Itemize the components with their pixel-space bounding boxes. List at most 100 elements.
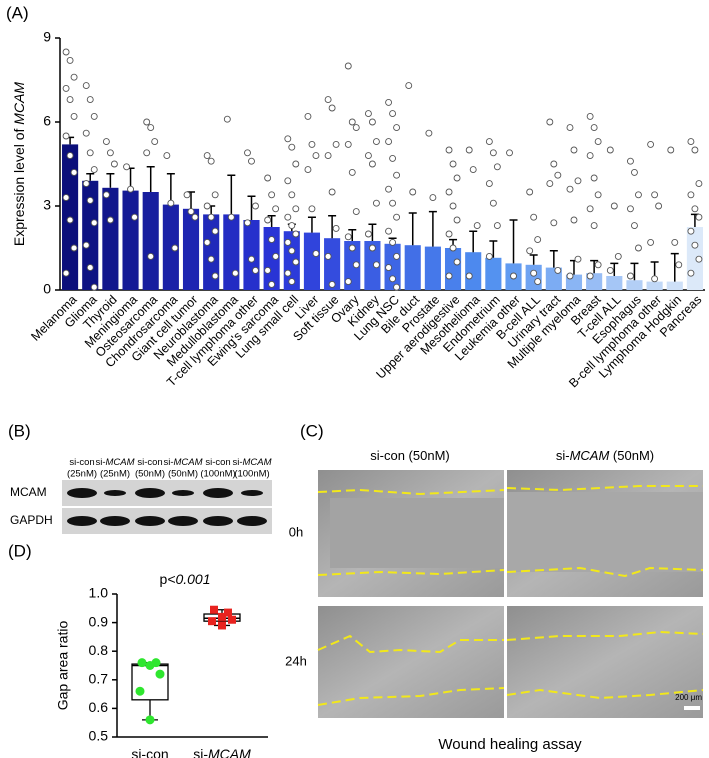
data-point (228, 615, 236, 624)
column-label-part: si- (556, 448, 570, 463)
error-bar (509, 219, 518, 264)
data-point (66, 96, 74, 104)
data-point (110, 160, 118, 168)
data-point (187, 208, 195, 216)
data-point (691, 146, 699, 154)
error-bar (106, 173, 115, 188)
data-point (268, 236, 276, 244)
data-point (324, 96, 332, 104)
data-point (82, 82, 90, 90)
lane-label-part: MCAM (106, 457, 135, 468)
error-bar (610, 262, 619, 276)
data-point (445, 188, 453, 196)
band (241, 490, 263, 496)
bar (122, 190, 139, 290)
data-point (231, 269, 239, 277)
data-point (70, 73, 78, 81)
data-point (352, 208, 360, 216)
error-bar (428, 210, 437, 247)
data-point (143, 149, 151, 157)
data-point (667, 146, 675, 154)
lane-label-part: si-con (137, 457, 162, 468)
bar (364, 241, 381, 290)
data-point (526, 247, 534, 255)
lane-conc: (100nM) (200, 469, 235, 480)
data-point (332, 224, 340, 232)
data-point (102, 191, 110, 199)
data-point (284, 238, 292, 246)
data-point (252, 266, 259, 274)
data-point (82, 129, 90, 137)
data-point (364, 152, 372, 160)
data-point (70, 168, 78, 176)
data-point (244, 219, 251, 227)
data-point (506, 149, 513, 157)
data-point (368, 244, 376, 252)
data-point (651, 191, 659, 199)
data-point (393, 252, 401, 260)
data-point (304, 112, 312, 120)
data-point (62, 132, 70, 140)
data-point (389, 275, 397, 283)
data-point (151, 138, 159, 146)
data-point (449, 160, 457, 168)
column-label: si-con (50nM) (370, 448, 449, 463)
lane-conc: (25nM) (100, 469, 130, 480)
data-point (284, 135, 292, 143)
data-point (546, 118, 554, 126)
lane-conc: (100nM) (234, 469, 269, 480)
data-point (385, 227, 393, 235)
panel-label: (A) (6, 3, 29, 22)
data-point (288, 222, 296, 230)
data-point (469, 166, 477, 174)
data-point (594, 261, 602, 269)
data-point (145, 715, 155, 725)
data-point (489, 199, 497, 207)
data-point (106, 216, 114, 224)
data-point (292, 230, 300, 238)
data-point (610, 202, 618, 210)
data-point (284, 213, 292, 221)
panel-label: (D) (8, 541, 32, 560)
data-point (425, 129, 433, 137)
data-point (272, 205, 280, 213)
data-point (218, 612, 226, 621)
data-point (211, 191, 219, 199)
data-point (348, 168, 356, 176)
data-point (368, 160, 376, 168)
column-label-part: MCAM (570, 448, 610, 463)
data-point (82, 180, 90, 188)
data-point (671, 238, 679, 246)
data-point (145, 661, 155, 670)
data-point (606, 146, 614, 154)
data-point (308, 140, 316, 148)
band (203, 516, 233, 526)
data-point (352, 261, 360, 269)
wound-gap (330, 498, 504, 568)
bar (324, 238, 341, 290)
bar (344, 241, 361, 290)
bar (465, 252, 482, 290)
data-point (171, 244, 179, 252)
data-point (393, 213, 401, 221)
data-point (62, 269, 70, 277)
error-bar (549, 250, 558, 268)
data-point (385, 185, 393, 193)
lane-conc: (50nM) (168, 469, 198, 480)
data-point (493, 222, 501, 230)
data-point (292, 160, 300, 168)
data-point (244, 149, 251, 157)
error-bar (307, 216, 316, 233)
data-point (66, 216, 74, 224)
error-bar (348, 229, 357, 241)
data-point (70, 112, 78, 120)
data-point (312, 152, 320, 160)
data-point (312, 250, 320, 258)
data-point (570, 216, 578, 224)
data-point (389, 199, 397, 207)
data-point (248, 157, 255, 165)
y-tick-label: 0.8 (89, 642, 109, 658)
lane-label-part: MCAM (243, 457, 272, 468)
error-bar (247, 195, 256, 220)
data-point (211, 227, 219, 235)
